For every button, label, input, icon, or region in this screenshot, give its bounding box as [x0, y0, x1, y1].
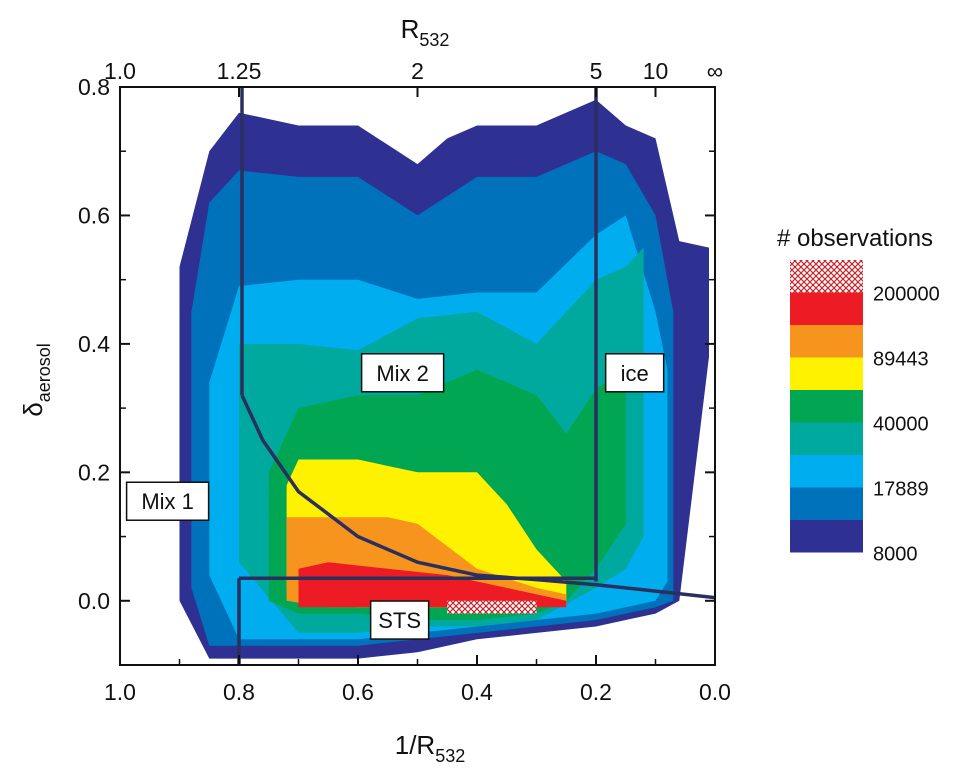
- y-tick-label: 0.2: [78, 459, 110, 485]
- region-label-text: ice: [621, 361, 649, 386]
- density-band-7: [298, 562, 567, 608]
- region-label-3: STS: [369, 600, 430, 640]
- boundary-line-2: [240, 394, 715, 600]
- axes: 1.0 0.8 0.6 0.4 0.2 0.00.00.20.40.60.81.0 1.25…: [78, 58, 731, 705]
- legend-swatch-7: [790, 487, 863, 520]
- legend-level-label: 200000: [873, 284, 940, 306]
- region-label-text: Mix 2: [376, 361, 429, 386]
- x-tick-label: 0.2: [580, 679, 612, 705]
- legend-swatch-5: [790, 422, 863, 455]
- legend-swatch-6: [790, 455, 863, 488]
- y-tick-label: 0.8: [78, 74, 110, 100]
- y-tick-label: 0.6: [78, 202, 110, 228]
- region-label-box: [604, 353, 665, 393]
- legend-swatch-8: [790, 520, 863, 553]
- heatmap: [179, 99, 709, 659]
- x2-tick-label: 2: [411, 58, 424, 84]
- legend-swatch-2: [790, 325, 863, 358]
- legend-swatch-1: [790, 292, 863, 325]
- region-boundaries: [237, 87, 715, 665]
- x-tick-label: 0.4: [461, 679, 493, 705]
- legend: # observations 200000 89443 40000 17889 8000: [777, 225, 940, 566]
- region-label-text: STS: [378, 608, 421, 633]
- x2-tick-label: ∞: [707, 58, 723, 84]
- density-max-hatch: [447, 600, 537, 614]
- legend-swatch-4: [790, 390, 863, 423]
- x2-tick-label: 1.25: [217, 58, 262, 84]
- region-labels: Mix 1 Mix 2 ice STS: [125, 353, 665, 640]
- legend-level-label: 17889: [873, 479, 929, 501]
- x-tick-label: 1.0: [104, 679, 136, 705]
- y-tick-label: 0.4: [78, 331, 110, 357]
- y-axis-label: δaerosol: [18, 343, 54, 417]
- legend-level-label: 8000: [873, 544, 918, 566]
- x-tick-label: 0.8: [223, 679, 255, 705]
- legend-swatch-3: [790, 357, 863, 390]
- legend-level-label: 89443: [873, 349, 929, 371]
- legend-level-label: 40000: [873, 414, 929, 436]
- region-label-box: [360, 353, 445, 393]
- x-tick-label: 0.0: [699, 679, 731, 705]
- legend-swatch-0: [790, 260, 863, 293]
- x-tick-label: 0.6: [342, 679, 374, 705]
- region-label-box: [125, 481, 210, 521]
- region-label-2: ice: [604, 353, 665, 393]
- x-axis-label: 1/R532: [395, 730, 466, 764]
- legend-title: # observations: [777, 225, 933, 252]
- region-label-box: [369, 600, 430, 640]
- region-label-0: Mix 1: [125, 481, 210, 521]
- region-label-1: Mix 2: [360, 353, 445, 393]
- x2-tick-label: 10: [643, 58, 669, 84]
- x2-tick-label: 1.0: [104, 58, 136, 84]
- y-tick-label: 0.0: [78, 588, 110, 614]
- x2-axis-label: R532: [401, 14, 450, 50]
- x2-tick-label: 5: [590, 58, 603, 84]
- region-label-text: Mix 1: [141, 489, 194, 514]
